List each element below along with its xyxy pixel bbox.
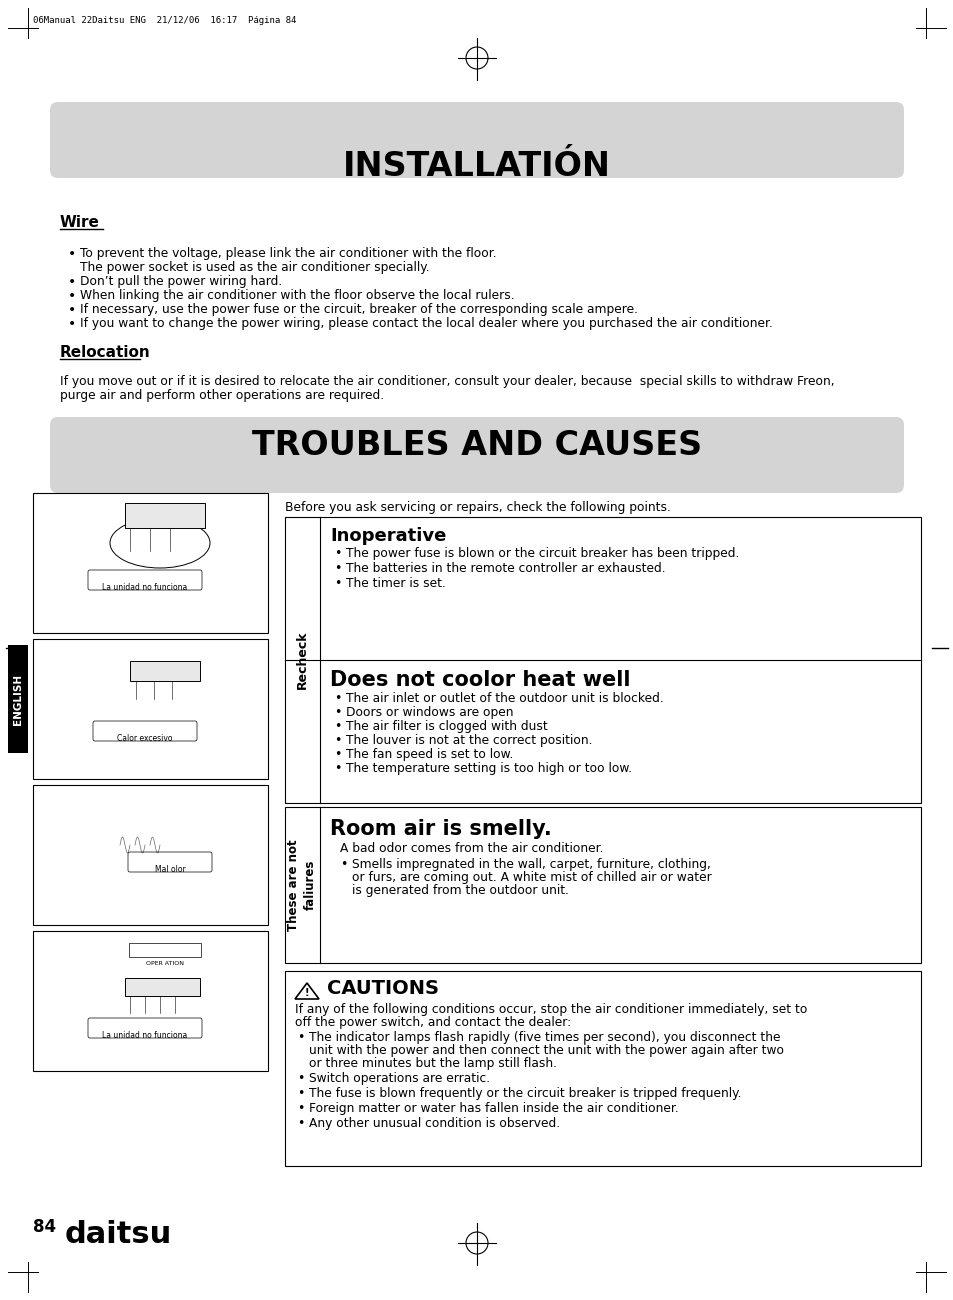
Bar (33, 785, 268, 926)
Bar (285, 517, 920, 803)
FancyBboxPatch shape (92, 722, 196, 741)
Text: La unidad no funciona: La unidad no funciona (102, 1031, 188, 1040)
Text: OPER ATION: OPER ATION (146, 961, 184, 966)
Text: ENGLISH: ENGLISH (13, 673, 23, 724)
Text: The fan speed is set to low.: The fan speed is set to low. (346, 747, 513, 760)
Text: •: • (339, 858, 347, 871)
Text: Inoperative: Inoperative (330, 526, 446, 545)
Text: The air inlet or outlet of the outdoor unit is blocked.: The air inlet or outlet of the outdoor u… (346, 692, 663, 705)
Bar (125, 503, 205, 528)
Text: •: • (334, 734, 341, 747)
Text: Foreign matter or water has fallen inside the air conditioner.: Foreign matter or water has fallen insid… (309, 1102, 678, 1115)
Text: Relocation: Relocation (60, 344, 151, 360)
Text: Recheck: Recheck (295, 630, 308, 689)
Text: These are not
faliures: These are not faliures (287, 840, 316, 931)
Text: •: • (296, 1072, 304, 1086)
Text: CAUTIONS: CAUTIONS (327, 979, 438, 998)
Text: When linking the air conditioner with the floor observe the local rulers.: When linking the air conditioner with th… (80, 289, 514, 302)
FancyBboxPatch shape (128, 852, 212, 872)
Bar (33, 640, 268, 779)
Text: Calor excesivo: Calor excesivo (117, 734, 172, 744)
FancyBboxPatch shape (88, 569, 202, 590)
Ellipse shape (110, 517, 210, 568)
Text: is generated from the outdoor unit.: is generated from the outdoor unit. (352, 884, 568, 897)
Text: La unidad no funciona: La unidad no funciona (102, 582, 188, 592)
Text: The timer is set.: The timer is set. (346, 577, 445, 590)
Text: 84: 84 (33, 1218, 56, 1236)
Text: •: • (334, 692, 341, 705)
Text: Doors or windows are open: Doors or windows are open (346, 706, 513, 719)
Text: or furs, are coming out. A white mist of chilled air or water: or furs, are coming out. A white mist of… (352, 871, 711, 884)
Text: The fuse is blown frequently or the circuit breaker is tripped frequenly.: The fuse is blown frequently or the circ… (309, 1087, 740, 1100)
Text: 06Manual 22Daitsu ENG  21/12/06  16:17  Página 84: 06Manual 22Daitsu ENG 21/12/06 16:17 Pág… (33, 16, 296, 25)
Text: •: • (334, 720, 341, 733)
Text: Does not coolor heat well: Does not coolor heat well (330, 670, 630, 690)
Text: Any other unusual condition is observed.: Any other unusual condition is observed. (309, 1117, 559, 1130)
Text: •: • (296, 1087, 304, 1100)
Text: unit with the power and then connect the unit with the power again after two: unit with the power and then connect the… (309, 1044, 783, 1057)
Text: purge air and perform other operations are required.: purge air and perform other operations a… (60, 389, 384, 402)
Text: To prevent the voltage, please link the air conditioner with the floor.: To prevent the voltage, please link the … (80, 247, 497, 260)
Text: If necessary, use the power fuse or the circuit, breaker of the corresponding sc: If necessary, use the power fuse or the … (80, 303, 638, 316)
Text: TROUBLES AND CAUSES: TROUBLES AND CAUSES (252, 429, 701, 461)
Text: •: • (68, 276, 76, 289)
Text: The power fuse is blown or the circuit breaker has been tripped.: The power fuse is blown or the circuit b… (346, 547, 739, 560)
Text: •: • (334, 747, 341, 760)
Bar (8, 645, 28, 753)
Text: •: • (334, 547, 341, 560)
Text: Switch operations are erratic.: Switch operations are erratic. (309, 1072, 490, 1086)
Text: The batteries in the remote controller ar exhausted.: The batteries in the remote controller a… (346, 562, 665, 575)
Text: The power socket is used as the air conditioner specially.: The power socket is used as the air cond… (80, 261, 429, 274)
Text: •: • (68, 289, 76, 303)
Bar (33, 493, 268, 633)
FancyBboxPatch shape (129, 942, 201, 957)
Text: The temperature setting is too high or too low.: The temperature setting is too high or t… (346, 762, 632, 775)
Polygon shape (294, 983, 318, 998)
Text: •: • (296, 1031, 304, 1044)
Text: The louver is not at the correct position.: The louver is not at the correct positio… (346, 734, 592, 747)
Text: off the power switch, and contact the dealer:: off the power switch, and contact the de… (294, 1017, 571, 1030)
Text: Before you ask servicing or repairs, check the following points.: Before you ask servicing or repairs, che… (285, 500, 670, 514)
Text: •: • (334, 577, 341, 590)
Text: •: • (68, 247, 76, 261)
Text: The indicator lamps flash rapidly (five times per second), you disconnect the: The indicator lamps flash rapidly (five … (309, 1031, 780, 1044)
Text: Smells impregnated in the wall, carpet, furniture, clothing,: Smells impregnated in the wall, carpet, … (352, 858, 710, 871)
Text: !: ! (304, 988, 309, 998)
Text: •: • (334, 762, 341, 775)
Bar (33, 931, 268, 1071)
Text: •: • (296, 1117, 304, 1130)
Text: or three minutes but the lamp still flash.: or three minutes but the lamp still flas… (309, 1057, 557, 1070)
FancyBboxPatch shape (88, 1018, 202, 1037)
Text: If you want to change the power wiring, please contact the local dealer where yo: If you want to change the power wiring, … (80, 317, 772, 330)
Text: The air filter is clogged with dust: The air filter is clogged with dust (346, 720, 547, 733)
Text: If any of the following conditions occur, stop the air conditioner immediately, : If any of the following conditions occur… (294, 1004, 806, 1017)
Text: •: • (334, 562, 341, 575)
Text: Don’t pull the power wiring hard.: Don’t pull the power wiring hard. (80, 276, 282, 289)
Text: •: • (334, 706, 341, 719)
Bar (285, 971, 920, 1166)
Text: •: • (68, 317, 76, 332)
FancyBboxPatch shape (50, 417, 903, 493)
Bar (130, 660, 200, 681)
Text: INSTALLATIÓN: INSTALLATIÓN (343, 150, 610, 183)
Text: A bad odor comes from the air conditioner.: A bad odor comes from the air conditione… (339, 842, 603, 855)
Bar (125, 978, 200, 996)
Text: Mal olor: Mal olor (154, 864, 185, 874)
Text: •: • (68, 303, 76, 317)
Text: If you move out or if it is desired to relocate the air conditioner, consult you: If you move out or if it is desired to r… (60, 374, 834, 387)
Text: Wire: Wire (60, 214, 100, 230)
Text: daitsu: daitsu (65, 1219, 172, 1249)
Text: •: • (296, 1102, 304, 1115)
FancyBboxPatch shape (50, 101, 903, 178)
Text: Room air is smelly.: Room air is smelly. (330, 819, 551, 838)
Bar (285, 807, 920, 963)
